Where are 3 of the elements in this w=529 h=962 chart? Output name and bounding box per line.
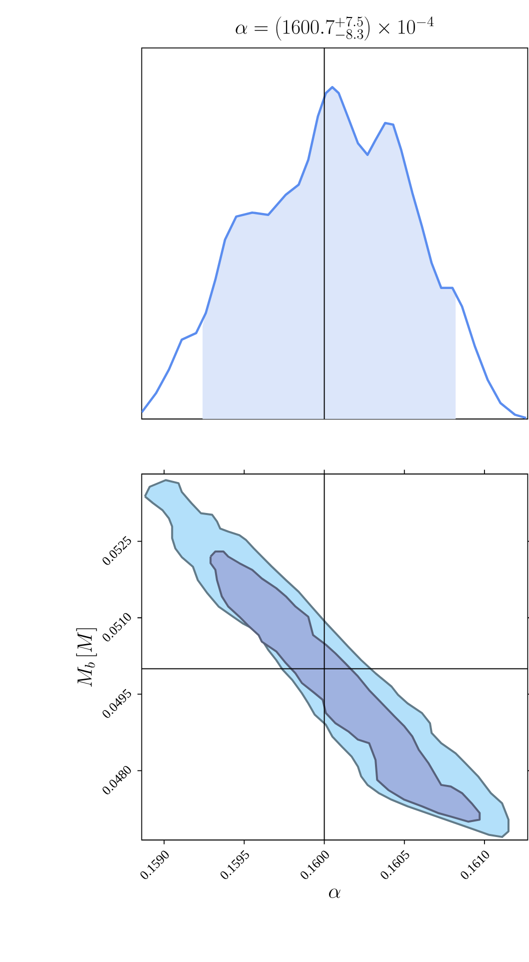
y-axis-title: $M_b\,[M]$ xyxy=(76,628,97,687)
x-axis-title: $\alpha$ xyxy=(329,888,340,898)
chart-title: $\alpha = \left(1600.7^{+7.5}_{-8.3}\right) \times 10^{-4}$ xyxy=(236,16,434,40)
